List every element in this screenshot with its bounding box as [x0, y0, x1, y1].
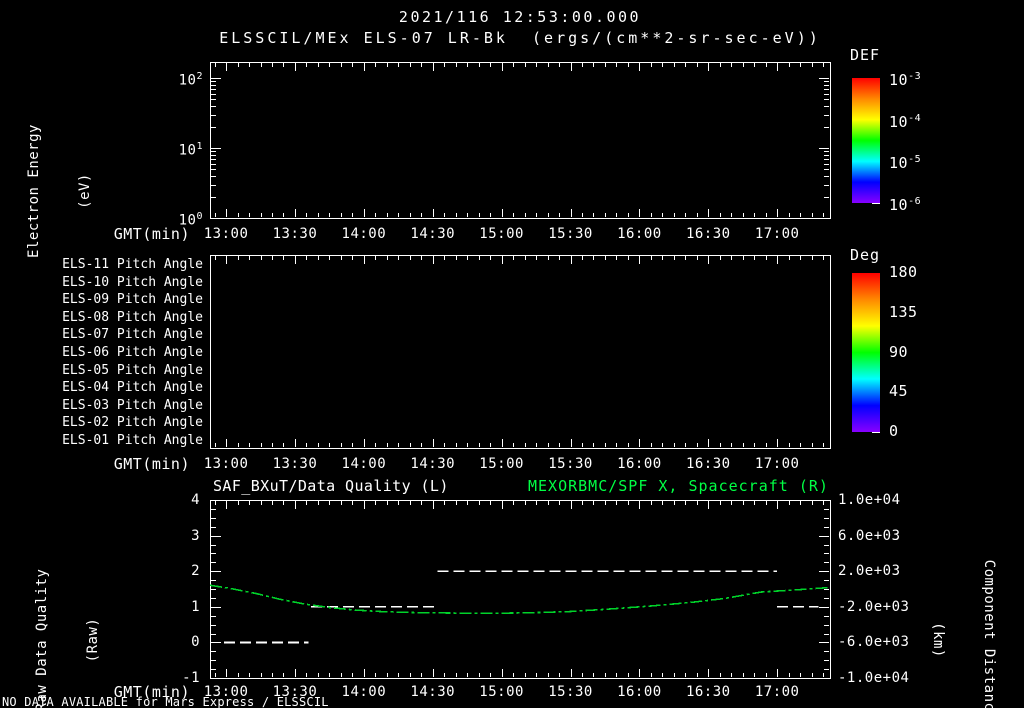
x-tick-label: 15:00: [479, 456, 524, 472]
distance-tick-label: -1.0e+04: [838, 670, 910, 686]
deg-tick-label: 45: [889, 382, 909, 401]
quality-tick-label: -1: [182, 670, 200, 686]
def-tick-label: 10-3: [889, 71, 922, 89]
distance-tick-label: -6.0e+03: [838, 634, 910, 651]
x-tick-label: 13:30: [272, 226, 318, 242]
plot-datetime: 2021/116 12:53:00.000: [398, 8, 642, 26]
pitch-row-label: ELS-06 Pitch Angle: [62, 345, 203, 360]
energy-tick-label: 101: [178, 141, 203, 159]
quality-series-title: SAF_BXuT/Data Quality (L): [213, 477, 449, 495]
deg-tick-label: 90: [889, 342, 909, 361]
pitch-row-label: ELS-04 Pitch Angle: [62, 380, 203, 396]
pitch-row-label: ELS-08 Pitch Angle: [62, 309, 203, 325]
quality-tick-label: 1: [191, 598, 200, 615]
x-tick-label: 14:00: [341, 226, 387, 242]
x-tick-label: 15:00: [479, 226, 524, 242]
x-tick-label: 17:00: [754, 684, 800, 700]
x-tick-label: 16:00: [617, 456, 662, 472]
x-tick-label: 16:00: [617, 684, 662, 700]
pitch-row-label: ELS-01 Pitch Angle: [62, 433, 203, 448]
x-tick-label: 17:00: [754, 456, 800, 472]
pitch-row-label: ELS-10 Pitch Angle: [62, 274, 203, 290]
energy-tick-label: 102: [178, 71, 203, 89]
plot-title: ELSSCIL/MEx ELS-07 LR-Bk (ergs/(cm**2-sr…: [219, 29, 821, 47]
def-colorbar-title: DEF: [850, 46, 881, 64]
x-tick-label: 16:30: [685, 226, 731, 242]
pitch-row-label: ELS-07 Pitch Angle: [62, 327, 203, 343]
energy-axis-label: Electron Energy (eV): [26, 124, 93, 258]
x-tick-label: 13:00: [203, 226, 249, 242]
x-tick-label: 15:30: [548, 684, 593, 700]
gmt-axis-label: GMT(min): [113, 455, 190, 473]
pitch-row-label: ELS-02 Pitch Angle: [62, 415, 203, 431]
no-data-status: NO DATA AVAILABLE for Mars Express / ELS…: [2, 695, 329, 708]
x-tick-label: 14:30: [410, 456, 456, 472]
energy-tick-label: 100: [178, 211, 203, 229]
x-tick-label: 16:00: [617, 226, 662, 242]
distance-tick-label: 2.0e+03: [838, 563, 901, 580]
deg-tick-label: 135: [889, 302, 918, 321]
x-tick-label: 13:30: [272, 684, 318, 700]
x-tick-label: 17:00: [754, 226, 800, 242]
distance-tick-label: -2.0e+03: [838, 598, 910, 615]
x-tick-label: 16:30: [685, 684, 731, 700]
x-tick-label: 14:00: [341, 456, 387, 472]
quality-tick-label: 0: [191, 634, 200, 651]
x-tick-label: 13:30: [272, 456, 318, 472]
distance-tick-label: 6.0e+03: [838, 527, 901, 544]
gmt-axis-label: GMT(min): [113, 683, 190, 701]
deg-tick-label: 0: [889, 422, 899, 440]
x-tick-label: 14:30: [410, 226, 456, 242]
x-tick-label: 16:30: [685, 456, 731, 472]
distance-tick-label: 1.0e+04: [838, 492, 901, 508]
quality-tick-label: 3: [191, 527, 200, 544]
x-tick-label: 13:00: [203, 684, 249, 700]
quality-tick-label: 4: [191, 492, 200, 508]
pitch-row-label: ELS-03 Pitch Angle: [62, 397, 203, 413]
x-tick-label: 15:30: [548, 226, 593, 242]
def-tick-label: 10-5: [889, 154, 922, 173]
deg-tick-label: 180: [889, 263, 918, 281]
distance-series-title: MEXORBMC/SPF X, Spacecraft (R): [528, 477, 829, 495]
x-tick-label: 15:30: [548, 456, 593, 472]
distance-axis-label: Component Distance (km): [930, 559, 997, 708]
x-tick-label: 14:30: [410, 684, 456, 700]
def-tick-label: 10-4: [889, 112, 922, 131]
x-tick-label: 14:00: [341, 684, 387, 700]
quality-tick-label: 2: [191, 563, 200, 580]
pitch-row-label: ELS-05 Pitch Angle: [62, 362, 203, 378]
def-tick-label: 10-6: [889, 196, 922, 214]
deg-colorbar-title: Deg: [850, 246, 881, 264]
pitch-row-label: ELS-09 Pitch Angle: [62, 292, 203, 308]
x-tick-label: 15:00: [479, 684, 524, 700]
gmt-axis-label: GMT(min): [113, 225, 190, 243]
pitch-row-label: ELS-11 Pitch Angle: [62, 257, 203, 272]
x-tick-label: 13:00: [203, 456, 249, 472]
